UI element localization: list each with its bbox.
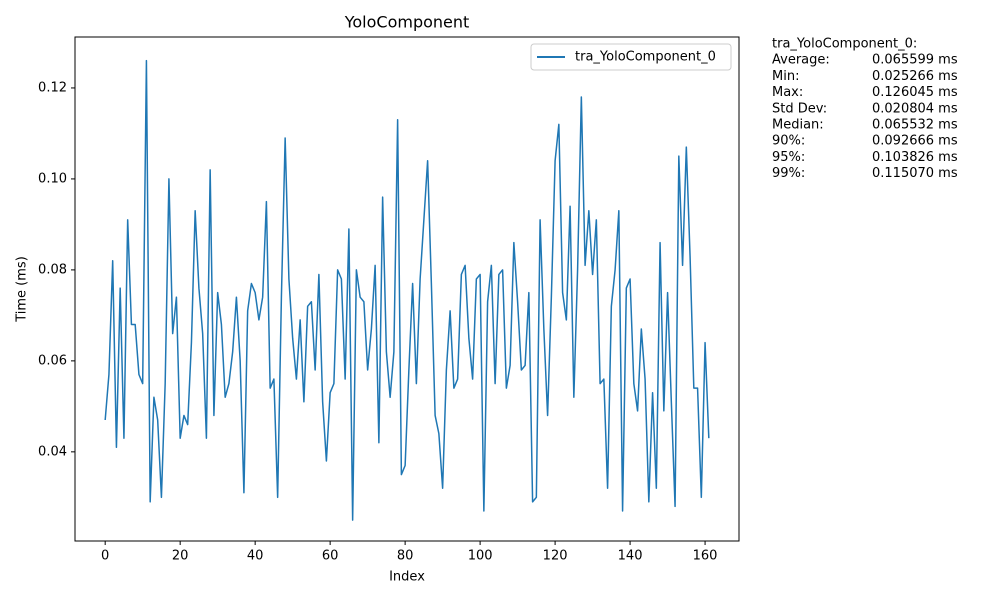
x-tick-label: 0 [101, 549, 109, 564]
stats-value: 0.065599 ms [872, 53, 958, 68]
y-tick-label: 0.08 [38, 262, 67, 277]
x-tick-label: 100 [468, 549, 493, 564]
x-tick-label: 140 [618, 549, 643, 564]
y-axis-label: Time (ms) [15, 256, 30, 323]
x-tick-label: 60 [322, 549, 339, 564]
y-tick-label: 0.12 [38, 80, 67, 95]
x-tick-label: 160 [693, 549, 718, 564]
x-axis-label: Index [389, 570, 425, 585]
stats-value: 0.115070 ms [872, 166, 958, 181]
x-tick-label: 80 [397, 549, 414, 564]
stats-label: 95%: [772, 150, 805, 165]
data-line [104, 59, 710, 521]
legend-label: tra_YoloComponent_0 [575, 50, 716, 65]
stats-value: 0.020804 ms [872, 101, 958, 116]
stats-value: 0.065532 ms [872, 118, 958, 133]
stats-label: Min: [772, 69, 799, 84]
y-tick-label: 0.10 [38, 171, 67, 186]
legend-box [530, 43, 732, 71]
chart-title: YoloComponent [344, 13, 470, 32]
y-tick-label: 0.06 [38, 353, 67, 368]
x-tick-label: 40 [247, 549, 264, 564]
stats-label: 90%: [772, 134, 805, 149]
stats-value: 0.025266 ms [872, 69, 958, 84]
stats-label: Std Dev: [772, 101, 827, 116]
x-tick-label: 120 [543, 549, 568, 564]
stats-label: Median: [772, 118, 824, 133]
stats-title: tra_YoloComponent_0: [772, 37, 917, 52]
stats-value: 0.126045 ms [872, 85, 958, 100]
stats-value: 0.103826 ms [872, 150, 958, 165]
stats-label: Max: [772, 85, 803, 100]
stats-label: 99%: [772, 166, 805, 181]
stats-value: 0.092666 ms [872, 134, 958, 149]
plot-frame [74, 36, 740, 542]
stats-label: Average: [772, 53, 830, 68]
x-tick-label: 20 [172, 549, 189, 564]
y-tick-label: 0.04 [38, 444, 67, 459]
